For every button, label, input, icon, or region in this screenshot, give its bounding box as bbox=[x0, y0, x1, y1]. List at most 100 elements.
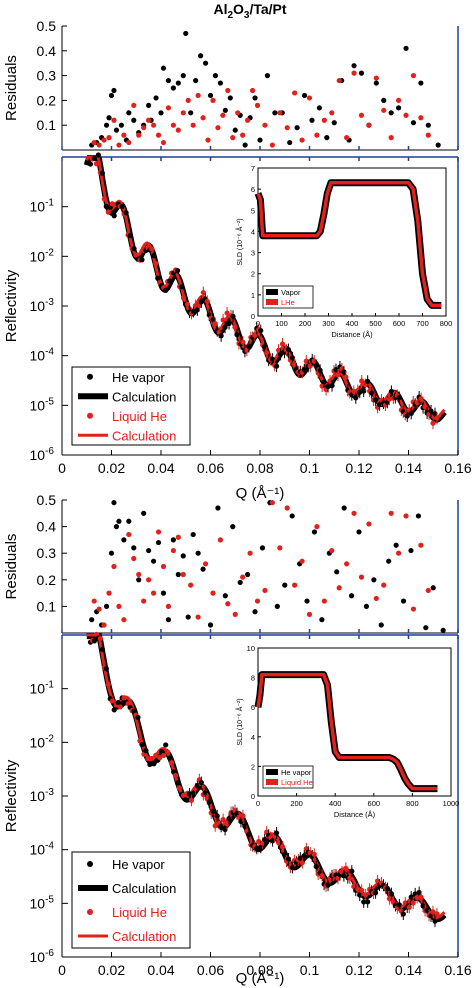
y-axis-label: Residuals bbox=[3, 534, 20, 600]
figure-title: Al2O3/Ta/Pt bbox=[213, 1, 286, 21]
residual-point-black bbox=[425, 122, 431, 128]
residual-point-red bbox=[210, 590, 216, 596]
residual-point-black bbox=[207, 92, 214, 99]
residual-point-black bbox=[316, 105, 322, 111]
inset-y-label: SLD (10⁻⁶ Å⁻²) bbox=[235, 698, 244, 745]
y-tick-label: 10-6 bbox=[30, 948, 55, 965]
data-point-vapor bbox=[91, 638, 98, 644]
data-point-liquid bbox=[335, 372, 341, 378]
residual-point-black bbox=[165, 77, 172, 84]
legend-label: Calculation bbox=[112, 881, 176, 896]
residual-point-black bbox=[217, 80, 223, 86]
residual-point-red bbox=[165, 603, 172, 610]
residual-point-red bbox=[425, 587, 431, 594]
residual-point-red bbox=[175, 127, 181, 133]
data-point-vapor bbox=[230, 313, 236, 319]
legend-label: Calculation bbox=[112, 428, 176, 443]
data-point-liquid bbox=[149, 755, 155, 761]
residual-point-black bbox=[245, 571, 251, 578]
y-tick-label: 10-5 bbox=[30, 396, 55, 413]
residual-point-black bbox=[141, 510, 147, 516]
data-point-liquid bbox=[157, 755, 163, 761]
legend-label: Calculation bbox=[112, 389, 176, 404]
residual-point-red bbox=[321, 598, 327, 604]
data-point-vapor bbox=[384, 886, 391, 892]
data-point-vapor bbox=[206, 799, 212, 805]
x-tick-label: 0.16 bbox=[444, 962, 471, 978]
data-point-vapor bbox=[119, 203, 125, 209]
data-point-liquid bbox=[192, 302, 199, 309]
legend-box bbox=[71, 366, 191, 446]
data-point-vapor bbox=[357, 389, 363, 395]
residual-point-black bbox=[175, 80, 181, 86]
data-point-vapor bbox=[329, 383, 335, 389]
data-point-vapor bbox=[163, 742, 169, 748]
data-point-liquid bbox=[303, 358, 309, 364]
data-point-liquid bbox=[212, 823, 218, 829]
data-point-vapor bbox=[139, 257, 145, 263]
inset-y-tick-label: 6 bbox=[251, 703, 255, 712]
x-tick-label: 0.12 bbox=[345, 460, 372, 476]
residual-point-black bbox=[150, 558, 157, 564]
residual-point-red bbox=[249, 87, 256, 94]
x-tick-label: 0.12 bbox=[345, 962, 372, 978]
residual-point-red bbox=[329, 547, 335, 554]
data-point-liquid bbox=[402, 900, 408, 906]
data-point-liquid bbox=[188, 797, 195, 803]
data-point-vapor bbox=[270, 838, 276, 844]
data-point-liquid bbox=[224, 821, 230, 827]
residual-point-red bbox=[373, 75, 379, 81]
data-point-liquid bbox=[145, 755, 151, 761]
data-point-liquid bbox=[351, 388, 357, 394]
data-point-vapor bbox=[341, 369, 347, 375]
residual-point-black bbox=[212, 73, 219, 79]
data-point-liquid bbox=[264, 350, 270, 356]
residual-point-red bbox=[91, 598, 97, 604]
residual-point-red bbox=[200, 115, 206, 121]
residual-point-black bbox=[222, 107, 228, 113]
residual-point-red bbox=[388, 135, 394, 141]
data-point-vapor bbox=[262, 836, 268, 843]
data-point-vapor bbox=[202, 790, 208, 796]
residual-point-black bbox=[301, 92, 308, 99]
residual-point-black bbox=[324, 135, 330, 141]
data-point-vapor bbox=[313, 863, 319, 870]
inset-legend-swatch-vapor bbox=[266, 769, 278, 775]
data-point-liquid bbox=[180, 295, 187, 301]
residual-point-red bbox=[146, 577, 152, 583]
data-point-vapor bbox=[131, 246, 137, 252]
residual-point-red bbox=[381, 582, 387, 588]
residual-point-black bbox=[165, 617, 172, 623]
residual-point-red bbox=[195, 614, 201, 620]
residual-point-red bbox=[388, 510, 394, 516]
residual-point-red bbox=[225, 601, 231, 607]
data-point-vapor bbox=[167, 755, 173, 761]
residual-point-red bbox=[165, 105, 172, 111]
inset-y-label: SLD (10⁻⁶ Å⁻²) bbox=[235, 218, 244, 265]
data-point-vapor bbox=[301, 853, 307, 859]
data-point-liquid bbox=[220, 317, 226, 323]
data-point-vapor bbox=[325, 882, 331, 888]
legend-box bbox=[71, 851, 191, 949]
data-point-liquid bbox=[279, 844, 286, 850]
data-point-liquid bbox=[121, 695, 127, 701]
inset-y-tick-label: 3 bbox=[251, 249, 255, 258]
residual-point-black bbox=[410, 120, 417, 126]
x-tick-label: 0.14 bbox=[395, 460, 422, 476]
residual-point-black bbox=[195, 550, 201, 556]
residual-point-red bbox=[160, 139, 167, 146]
inset-sld: 0 100 200 300 400 500 600 700 800 0 1 2 3 4 5 6 7 Distanc… bbox=[235, 164, 452, 339]
y-tick-label: 0.5 bbox=[37, 18, 57, 34]
residual-point-black bbox=[282, 582, 288, 588]
residual-point-black bbox=[103, 603, 110, 610]
data-point-vapor bbox=[99, 646, 105, 652]
legend-label: He vapor bbox=[112, 857, 165, 872]
x-tick-label: 0.02 bbox=[98, 962, 125, 978]
y-tick-label: 10-1 bbox=[30, 198, 55, 215]
data-point-vapor bbox=[246, 831, 252, 838]
residual-point-red bbox=[329, 110, 335, 116]
data-point-vapor bbox=[151, 761, 157, 767]
data-point-liquid bbox=[240, 339, 246, 345]
data-point-vapor bbox=[226, 815, 232, 822]
residual-point-red bbox=[101, 622, 107, 628]
